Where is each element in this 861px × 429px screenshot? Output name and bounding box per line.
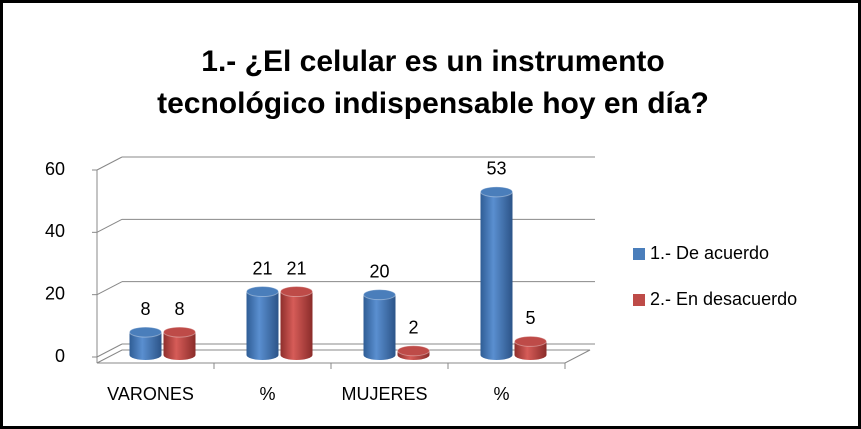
legend-swatch — [633, 248, 645, 260]
bar-part — [163, 326, 196, 338]
legend-label: 1.- De acuerdo — [650, 243, 769, 263]
legend-label: 2.- En desacuerdo — [650, 289, 797, 309]
bar-part — [280, 286, 313, 298]
x-tick-label: % — [493, 384, 509, 404]
y-tick-label: 60 — [45, 159, 65, 179]
bar-part — [363, 294, 396, 355]
y-tick-label: 0 — [55, 346, 65, 366]
data-label: 20 — [369, 261, 389, 281]
data-label: 2 — [408, 318, 418, 338]
bar-part — [246, 291, 279, 355]
data-label: 21 — [286, 258, 306, 278]
bar — [480, 186, 513, 360]
legend-swatch — [633, 294, 645, 306]
grid-line — [96, 156, 123, 171]
bar-part — [480, 186, 513, 198]
bar-part — [129, 326, 162, 338]
bar — [363, 289, 396, 360]
grid-line — [96, 218, 123, 233]
data-label: 8 — [140, 299, 150, 319]
bar-part — [514, 335, 547, 347]
x-tick-label: VARONES — [107, 384, 194, 404]
bar — [514, 335, 547, 360]
data-label: 21 — [252, 258, 272, 278]
y-tick-label: 20 — [45, 283, 65, 303]
bar-part — [246, 286, 279, 298]
y-tick-label: 40 — [45, 221, 65, 241]
bar — [246, 286, 279, 360]
bar-part — [397, 345, 430, 357]
data-label: 8 — [174, 299, 184, 319]
chart: 0 20 40 60 VARONES 8 8% 21 21 MUJERES 20 2% 53 5 1.- D… — [45, 156, 797, 404]
bar-part — [363, 289, 396, 301]
x-tick-label: MUJERES — [341, 384, 427, 404]
bar — [280, 286, 313, 360]
bar-part — [129, 332, 162, 355]
bar-part — [280, 291, 313, 355]
x-tick-label: % — [259, 384, 275, 404]
bar — [129, 326, 162, 360]
bar-part — [480, 191, 513, 355]
bar — [163, 326, 196, 360]
bar — [397, 345, 430, 360]
data-label: 5 — [525, 308, 535, 328]
chart-title: 1.- ¿El celular es un instrumento tecnol… — [157, 45, 709, 120]
data-label: 53 — [486, 159, 506, 179]
grid-line — [96, 343, 123, 358]
floor — [96, 349, 591, 364]
grid-line — [96, 281, 123, 296]
bar-part — [163, 332, 196, 355]
